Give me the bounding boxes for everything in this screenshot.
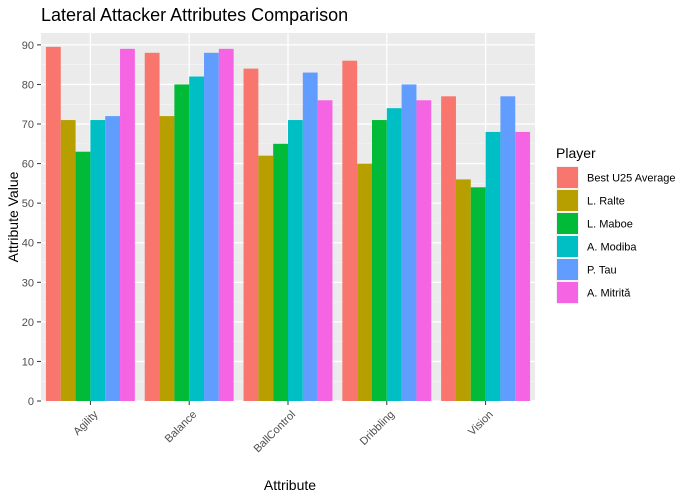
bars bbox=[45, 46, 531, 402]
legend-label: L. Ralte bbox=[587, 196, 625, 208]
y-tick-label: 50 bbox=[22, 198, 34, 210]
x-tick-label: Vision bbox=[466, 409, 496, 439]
y-tick-label: 60 bbox=[22, 159, 34, 171]
bar bbox=[120, 48, 135, 402]
bar bbox=[258, 155, 274, 401]
bar bbox=[60, 120, 76, 401]
x-tick-label: Balance bbox=[163, 409, 200, 446]
bar bbox=[455, 179, 471, 401]
x-tick-label: Agility bbox=[71, 408, 101, 438]
chart-title: Lateral Attacker Attributes Comparison bbox=[41, 5, 348, 25]
x-axis-title: Attribute bbox=[264, 477, 316, 493]
y-tick-label: 30 bbox=[22, 277, 34, 289]
legend-title: Player bbox=[556, 145, 596, 161]
legend-key bbox=[557, 282, 578, 303]
bar bbox=[485, 131, 501, 401]
bar bbox=[174, 84, 190, 401]
bar bbox=[105, 116, 121, 401]
legend-key bbox=[557, 213, 578, 234]
bar bbox=[90, 120, 106, 401]
y-tick-label: 80 bbox=[22, 79, 34, 91]
bar bbox=[441, 96, 456, 401]
y-axis: 0 10 20 30 40 50 60 70 80 90 bbox=[22, 40, 41, 408]
legend: Player Best U25 Average L. Ralte L. Maboe A… bbox=[556, 145, 675, 304]
bar bbox=[317, 100, 333, 402]
legend-label: A. Mitrită bbox=[587, 288, 631, 300]
bar bbox=[302, 72, 318, 402]
y-tick-label: 70 bbox=[22, 119, 34, 131]
bar bbox=[75, 151, 91, 401]
bar bbox=[45, 46, 61, 402]
y-tick-label: 40 bbox=[22, 238, 34, 250]
bar bbox=[416, 100, 432, 402]
legend-label: P. Tau bbox=[587, 265, 617, 277]
legend-label: L. Maboe bbox=[587, 219, 633, 231]
bar bbox=[144, 52, 160, 402]
bar bbox=[204, 52, 219, 402]
y-tick-label: 10 bbox=[22, 356, 34, 368]
bar bbox=[342, 60, 358, 402]
x-axis: Agility Balance BallControl Dribbling Vision bbox=[71, 401, 496, 456]
legend-label: A. Modiba bbox=[587, 242, 637, 254]
bar bbox=[371, 120, 387, 401]
bar bbox=[357, 163, 372, 401]
bar bbox=[288, 120, 303, 401]
y-axis-title: Attribute Value bbox=[5, 171, 21, 262]
x-tick-label: Dribbling bbox=[358, 409, 397, 448]
bar bbox=[189, 76, 205, 401]
bar bbox=[386, 108, 402, 401]
legend-key bbox=[557, 190, 578, 211]
legend-key bbox=[557, 167, 578, 188]
x-tick-label: BallControl bbox=[252, 409, 299, 456]
bar bbox=[243, 68, 259, 401]
bar bbox=[401, 84, 417, 401]
y-tick-label: 0 bbox=[28, 396, 34, 408]
bar bbox=[470, 187, 486, 401]
y-tick-label: 20 bbox=[22, 317, 34, 329]
y-tick-label: 90 bbox=[22, 40, 34, 52]
bar bbox=[159, 116, 175, 401]
bar bbox=[218, 48, 234, 402]
bar bbox=[273, 143, 288, 401]
legend-key bbox=[557, 259, 578, 280]
bar bbox=[515, 131, 531, 401]
bar bbox=[500, 96, 516, 401]
legend-key bbox=[557, 236, 578, 257]
legend-label: Best U25 Average bbox=[587, 173, 675, 185]
